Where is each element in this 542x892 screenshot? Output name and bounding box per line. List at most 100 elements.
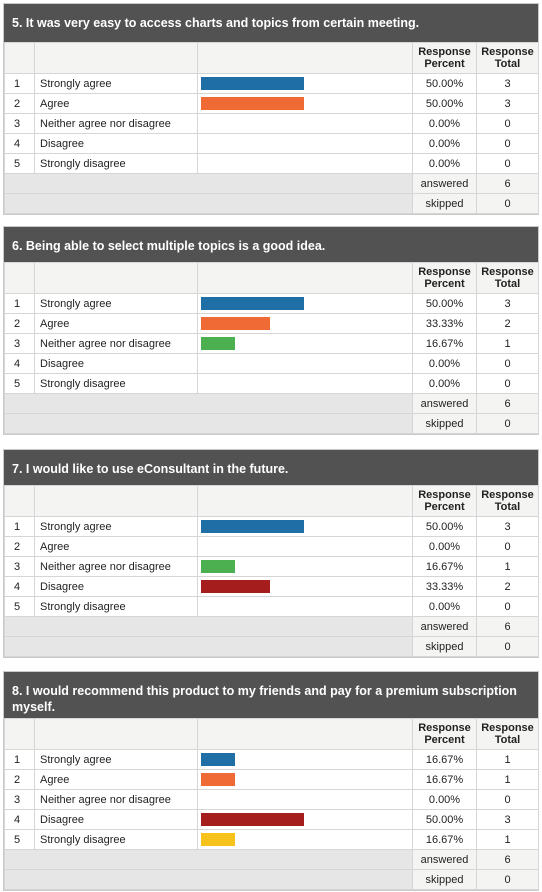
row-index: 4 (4, 133, 35, 154)
response-row: 3 Neither agree nor disagree 16.67% 1 (4, 556, 539, 577)
response-total: 3 (476, 809, 539, 830)
skipped-count: 0 (476, 193, 539, 214)
question-block-8: 8. I would recommend this product to my … (3, 671, 539, 891)
response-bar (201, 337, 235, 350)
response-percent: 33.33% (412, 313, 477, 334)
answer-label: Strongly disagree (34, 829, 198, 850)
bar-cell (197, 556, 413, 577)
response-table: Response Percent Response Total 1 Strongl… (4, 485, 539, 657)
bar-cell (197, 576, 413, 597)
row-index: 1 (4, 293, 35, 314)
row-index: 4 (4, 576, 35, 597)
bar-cell (197, 113, 413, 134)
bar-cell (197, 293, 413, 314)
answer-label: Disagree (34, 576, 198, 597)
answer-label: Strongly disagree (34, 153, 198, 174)
answer-label: Disagree (34, 353, 198, 374)
bar-cell (197, 93, 413, 114)
row-index: 5 (4, 596, 35, 617)
bar-cell (197, 73, 413, 94)
answer-label: Disagree (34, 809, 198, 830)
response-table: Response Percent Response Total 1 Strongl… (4, 718, 539, 890)
response-total-header: Response Total (476, 718, 539, 750)
response-row: 1 Strongly agree 50.00% 3 (4, 73, 539, 94)
row-index: 5 (4, 829, 35, 850)
response-bar (201, 297, 304, 310)
bar-cell (197, 373, 413, 394)
answer-label: Strongly disagree (34, 373, 198, 394)
answer-label: Neither agree nor disagree (34, 789, 198, 810)
bar-cell (197, 333, 413, 354)
response-row: 2 Agree 16.67% 1 (4, 769, 539, 790)
response-total: 3 (476, 516, 539, 537)
response-percent: 50.00% (412, 293, 477, 314)
response-percent: 50.00% (412, 93, 477, 114)
row-index: 1 (4, 73, 35, 94)
row-index: 1 (4, 749, 35, 770)
row-index: 4 (4, 809, 35, 830)
response-row: 1 Strongly agree 50.00% 3 (4, 516, 539, 537)
response-percent: 0.00% (412, 133, 477, 154)
row-index: 4 (4, 353, 35, 374)
response-bar (201, 833, 235, 846)
row-index: 3 (4, 556, 35, 577)
bar-cell (197, 789, 413, 810)
bar-cell (197, 809, 413, 830)
row-index: 2 (4, 536, 35, 557)
bar-cell (197, 769, 413, 790)
response-percent-header: Response Percent (412, 485, 477, 517)
response-bar (201, 580, 270, 593)
bar-cell (197, 749, 413, 770)
response-row: 1 Strongly agree 50.00% 3 (4, 293, 539, 314)
answer-label: Agree (34, 93, 198, 114)
answer-label: Strongly agree (34, 516, 198, 537)
answered-count: 6 (476, 173, 539, 194)
response-row: 3 Neither agree nor disagree 16.67% 1 (4, 333, 539, 354)
response-percent: 0.00% (412, 789, 477, 810)
response-total: 0 (476, 789, 539, 810)
answer-label: Strongly disagree (34, 596, 198, 617)
bar-cell (197, 153, 413, 174)
bar-cell (197, 516, 413, 537)
skipped-label: skipped (412, 869, 477, 890)
response-percent: 0.00% (412, 596, 477, 617)
response-total: 3 (476, 293, 539, 314)
answer-label: Strongly agree (34, 293, 198, 314)
bar-cell (197, 133, 413, 154)
answer-label: Neither agree nor disagree (34, 556, 198, 577)
response-percent: 16.67% (412, 749, 477, 770)
response-total-header: Response Total (476, 262, 539, 294)
answered-count: 6 (476, 616, 539, 637)
response-row: 2 Agree 50.00% 3 (4, 93, 539, 114)
response-percent: 0.00% (412, 113, 477, 134)
question-title: 7. I would like to use eConsultant in th… (4, 450, 538, 485)
answer-label: Neither agree nor disagree (34, 113, 198, 134)
response-row: 5 Strongly disagree 0.00% 0 (4, 596, 539, 617)
row-index: 2 (4, 313, 35, 334)
response-row: 5 Strongly disagree 16.67% 1 (4, 829, 539, 850)
answered-label: answered (412, 173, 477, 194)
response-total: 1 (476, 829, 539, 850)
response-bar (201, 773, 235, 786)
question-title: 8. I would recommend this product to my … (4, 672, 538, 718)
response-total: 0 (476, 596, 539, 617)
row-index: 3 (4, 333, 35, 354)
bar-cell (197, 313, 413, 334)
response-bar (201, 77, 304, 90)
response-bar (201, 813, 304, 826)
response-percent: 0.00% (412, 153, 477, 174)
response-total-header: Response Total (476, 485, 539, 517)
question-title: 6. Being able to select multiple topics … (4, 227, 538, 262)
response-row: 1 Strongly agree 16.67% 1 (4, 749, 539, 770)
response-table: Response Percent Response Total 1 Strongl… (4, 262, 539, 434)
response-bar (201, 97, 304, 110)
row-index: 5 (4, 153, 35, 174)
response-total: 3 (476, 73, 539, 94)
answered-count: 6 (476, 849, 539, 870)
skipped-count: 0 (476, 636, 539, 657)
response-total: 0 (476, 113, 539, 134)
response-row: 3 Neither agree nor disagree 0.00% 0 (4, 789, 539, 810)
response-total-header: Response Total (476, 42, 539, 74)
response-row: 4 Disagree 33.33% 2 (4, 576, 539, 597)
skipped-count: 0 (476, 413, 539, 434)
